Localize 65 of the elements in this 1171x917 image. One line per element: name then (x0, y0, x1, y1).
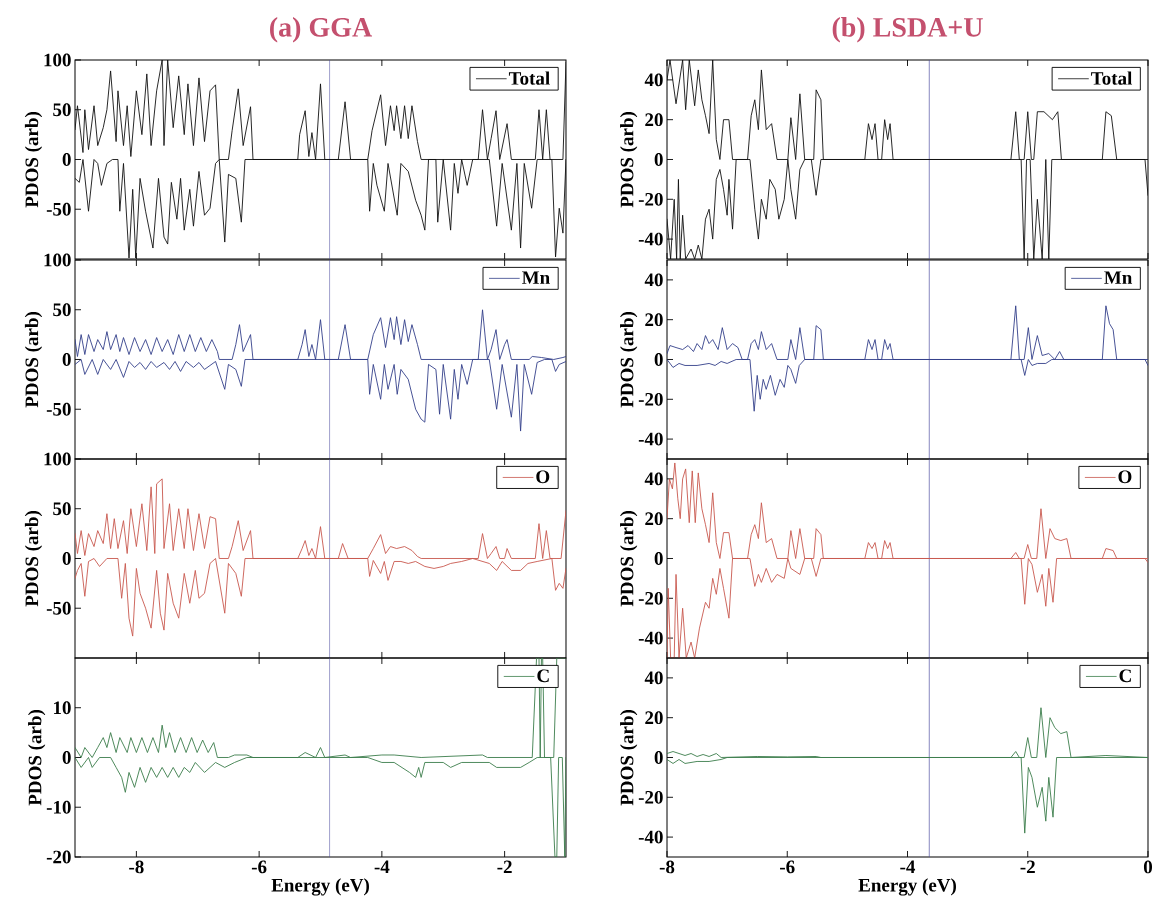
y-tick-label: 100 (44, 452, 71, 466)
x-tick-label: -6 (251, 860, 267, 874)
y-tick-label: -40 (638, 830, 663, 844)
y-tick-label: 100 (44, 53, 71, 67)
y-axis-title: PDOS (arb) (28, 710, 46, 806)
y-tick-label: 20 (645, 711, 663, 725)
x-tick-label: 0 (1143, 860, 1153, 874)
legend-label: C (537, 669, 549, 683)
y-tick-label: 40 (644, 73, 663, 87)
y-tick-label: 0 (62, 552, 71, 565)
y-tick-label: 0 (62, 751, 71, 764)
y-tick-label: -20 (638, 591, 663, 605)
y-tick-label: 50 (53, 103, 71, 117)
y-tick-label: 20 (645, 512, 663, 526)
y-tick-label: 0 (654, 153, 663, 166)
legend-label: O (1118, 470, 1132, 484)
y-tick-label: 40 (644, 671, 663, 685)
y-tick-label: -40 (638, 631, 663, 645)
legend-label: Mn (522, 271, 550, 284)
y-tick-label: -20 (638, 392, 663, 406)
y-tick-label: 100 (44, 253, 71, 267)
y-axis-title: PDOS (arb) (24, 112, 43, 208)
y-axis-title: PDOS (arb) (620, 312, 638, 408)
y-axis-title: PDOS (arb) (620, 511, 638, 607)
y-tick-label: -20 (638, 192, 663, 206)
y-tick-label: -50 (46, 601, 71, 615)
y-tick-label: 40 (644, 273, 663, 287)
y-tick-label: 50 (53, 303, 71, 317)
x-tick-label: -8 (129, 860, 144, 874)
x-tick-label: -2 (497, 860, 512, 874)
y-tick-label: 20 (645, 313, 663, 327)
y-axis-title: PDOS (arb) (24, 312, 43, 408)
legend-label: C (1119, 669, 1131, 683)
y-tick-label: -40 (638, 432, 663, 446)
y-tick-label: -40 (638, 232, 663, 246)
y-tick-label: -20 (638, 790, 663, 804)
x-axis-title: Energy (eV) (858, 878, 956, 896)
legend-label: Total (1091, 71, 1133, 85)
y-axis-title: PDOS (arb) (620, 710, 638, 806)
y-tick-label: -20 (46, 850, 71, 864)
y-tick-label: 20 (645, 113, 663, 127)
legend-label: Mn (1104, 271, 1133, 284)
y-tick-label: 0 (62, 353, 71, 366)
y-tick-label: 10 (53, 701, 71, 715)
y-tick-label: 40 (644, 472, 663, 486)
y-tick-label: 0 (654, 353, 663, 366)
x-tick-label: -4 (900, 860, 916, 874)
x-axis-title: Energy (eV) (271, 878, 369, 896)
y-tick-label: 0 (654, 552, 663, 565)
y-axis-title: PDOS (arb) (620, 112, 638, 208)
legend-label: Total (508, 71, 550, 85)
x-tick-label: -8 (659, 860, 675, 874)
x-tick-label: -6 (780, 860, 795, 874)
chart-title: (b) LSDA+U (832, 17, 983, 43)
x-tick-label: -4 (374, 860, 390, 874)
legend-label: O (536, 470, 550, 484)
x-tick-label: -2 (1020, 860, 1035, 874)
y-tick-label: -50 (46, 402, 71, 416)
chart-title: (a) GGA (270, 17, 373, 43)
y-tick-label: 0 (62, 153, 71, 166)
y-tick-label: -50 (46, 202, 71, 216)
y-tick-label: 50 (53, 502, 71, 516)
y-tick-label: 0 (654, 751, 663, 764)
y-tick-label: -10 (46, 800, 71, 814)
y-axis-title: PDOS (arb) (24, 511, 43, 607)
